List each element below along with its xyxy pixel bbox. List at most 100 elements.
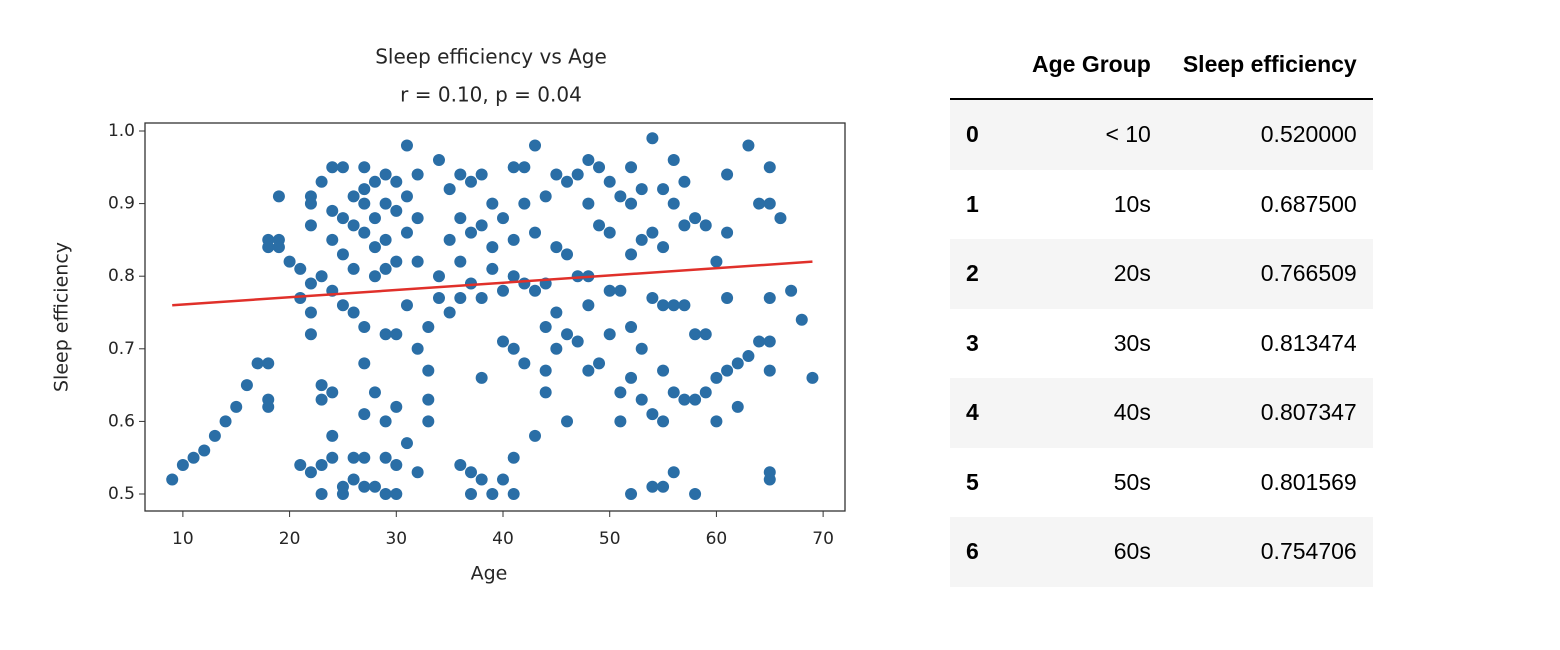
scatter-point xyxy=(785,284,798,297)
table-row: 1 10s 0.687500 xyxy=(950,170,1373,240)
scatter-point xyxy=(358,408,371,421)
scatter-point xyxy=(304,306,317,319)
scatter-point xyxy=(646,132,659,145)
scatter-point xyxy=(625,197,638,210)
x-tick-label: 60 xyxy=(706,529,728,549)
scatter-point xyxy=(518,357,531,370)
x-tick-label: 20 xyxy=(279,529,301,549)
scatter-point xyxy=(497,212,510,225)
scatter-point xyxy=(326,386,339,399)
scatter-point xyxy=(657,364,670,377)
scatter-point xyxy=(486,241,499,254)
scatter-point xyxy=(550,168,563,181)
table-row: 2 20s 0.766509 xyxy=(950,239,1373,309)
y-tick-label: 0.8 xyxy=(108,266,135,286)
scatter-point xyxy=(262,400,275,413)
scatter-point xyxy=(742,350,755,363)
scatter-point xyxy=(614,284,627,297)
scatter-point xyxy=(368,175,381,188)
chart-subtitle: r = 0.10, p = 0.04 xyxy=(400,83,582,107)
scatter-point xyxy=(635,342,648,355)
scatter-point xyxy=(475,473,488,486)
column-header: Sleep efficiency xyxy=(1166,30,1373,100)
scatter-point xyxy=(443,306,456,319)
scatter-point xyxy=(657,415,670,428)
scatter-point xyxy=(657,480,670,493)
scatter-point xyxy=(422,364,435,377)
scatter-point xyxy=(582,197,595,210)
scatter-point xyxy=(593,161,606,174)
scatter-point xyxy=(507,488,520,501)
index-header xyxy=(950,30,1016,100)
scatter-point xyxy=(379,328,392,341)
scatter-point xyxy=(379,233,392,246)
scatter-point xyxy=(379,168,392,181)
fit-line xyxy=(172,260,813,307)
scatter-point xyxy=(763,291,776,304)
scatter-point xyxy=(486,488,499,501)
scatter-point xyxy=(625,371,638,384)
scatter-point xyxy=(358,226,371,239)
scatter-point xyxy=(475,219,488,232)
scatter-point xyxy=(539,386,552,399)
scatter-point xyxy=(710,415,723,428)
scatter-point xyxy=(539,321,552,334)
scatter-point xyxy=(646,226,659,239)
scatter-point xyxy=(582,154,595,167)
scatter-point xyxy=(507,233,520,246)
table-cell: 0.801569 xyxy=(1260,468,1357,495)
scatter-point xyxy=(358,357,371,370)
scatter-point xyxy=(550,306,563,319)
scatter-point xyxy=(390,488,403,501)
plot-frame xyxy=(144,122,846,512)
scatter-point xyxy=(721,291,734,304)
scatter-point xyxy=(262,241,275,254)
scatter-point xyxy=(304,219,317,232)
data-table: Age Group Sleep efficiency 0 < 10 0.520000 1… xyxy=(950,30,1373,587)
scatter-point xyxy=(593,219,606,232)
scatter-point xyxy=(272,241,285,254)
scatter-point xyxy=(625,488,638,501)
scatter-point xyxy=(390,175,403,188)
scatter-point xyxy=(443,183,456,196)
scatter-point xyxy=(635,233,648,246)
row-index: 1 xyxy=(966,190,979,217)
scatter-point xyxy=(625,161,638,174)
scatter-point xyxy=(422,415,435,428)
scatter-point xyxy=(667,386,680,399)
scatter-point xyxy=(315,488,328,501)
scatter-point xyxy=(240,379,253,392)
scatter-point xyxy=(699,386,712,399)
table-cell: 30s xyxy=(1113,329,1151,356)
scatter-point xyxy=(582,299,595,312)
scatter-point xyxy=(304,277,317,290)
scatter-point xyxy=(443,233,456,246)
scatter-point xyxy=(368,212,381,225)
scatter-point xyxy=(475,371,488,384)
scatter-point xyxy=(753,335,766,348)
scatter-point xyxy=(358,161,371,174)
scatter-point xyxy=(304,466,317,479)
scatter-point xyxy=(646,480,659,493)
scatter-point xyxy=(678,299,691,312)
scatter-point xyxy=(806,371,819,384)
scatter-point xyxy=(731,357,744,370)
scatter-point xyxy=(710,371,723,384)
scatter-point xyxy=(539,190,552,203)
scatter-point xyxy=(379,451,392,464)
scatter-point xyxy=(657,241,670,254)
table-cell: < 10 xyxy=(1016,99,1167,170)
scatter-point xyxy=(358,451,371,464)
scatter-point xyxy=(689,393,702,406)
scatter-point xyxy=(347,262,360,275)
scatter-point xyxy=(411,255,424,268)
scatter-point xyxy=(699,219,712,232)
scatter-point xyxy=(646,408,659,421)
scatter-point xyxy=(699,328,712,341)
scatter-point xyxy=(336,480,349,493)
scatter-point xyxy=(326,161,339,174)
table-cell: 50s xyxy=(1113,468,1151,495)
y-tick-label: 0.7 xyxy=(108,339,135,359)
row-index: 2 xyxy=(950,239,1016,309)
